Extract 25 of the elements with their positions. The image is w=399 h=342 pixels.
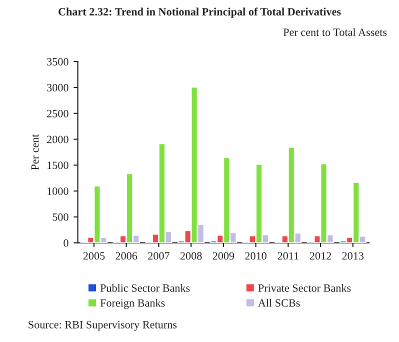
y-tick-label: 3000 xyxy=(47,84,68,92)
x-tick-label: 2013 xyxy=(342,252,364,260)
legend-label: Private Sector Banks xyxy=(258,284,351,292)
chart-subtitle: Per cent to Total Assets xyxy=(283,28,387,36)
legend-label: Public Sector Banks xyxy=(100,284,190,292)
y-axis-title: Per cent xyxy=(31,134,39,170)
x-tick-label: 2005 xyxy=(83,252,105,260)
chart-title: Chart 2.32: Trend in Notional Principal of Total Derivatives xyxy=(58,8,341,18)
y-tick-label: 1500 xyxy=(48,162,68,170)
x-tick-label: 2012 xyxy=(310,252,332,260)
y-tick-label: 0 xyxy=(64,239,68,247)
x-tick-label: 2006 xyxy=(116,252,138,260)
y-tick-label: 1000 xyxy=(48,188,68,195)
legend-label: Foreign Banks xyxy=(100,298,165,310)
x-tick-label: 2011 xyxy=(278,252,298,260)
y-tick-label: 500 xyxy=(52,213,68,221)
y-tick-label: 2000 xyxy=(47,136,68,144)
x-tick-label: 2007 xyxy=(148,252,170,260)
legend-label: All SCBs xyxy=(258,298,300,307)
source-note: Source: RBI Supervisory Returns xyxy=(28,320,177,331)
y-tick-label: 2500 xyxy=(47,110,68,118)
x-tick-label: 2010 xyxy=(245,252,266,260)
x-tick-label: 2009 xyxy=(212,252,234,260)
y-tick-label: 3500 xyxy=(47,58,68,66)
x-tick-label: 2008 xyxy=(180,252,202,260)
